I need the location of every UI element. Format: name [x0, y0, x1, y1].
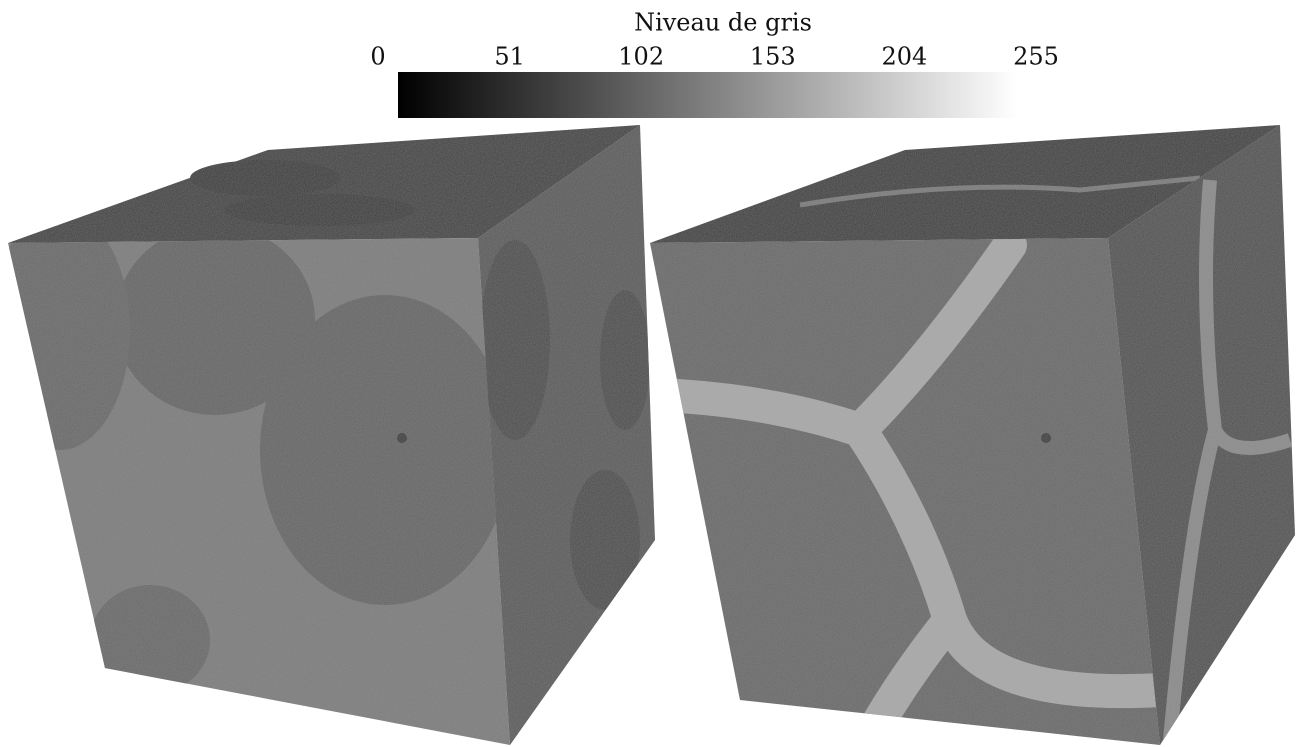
- tick-label: 153: [750, 43, 796, 71]
- tick-label: 255: [1013, 43, 1059, 71]
- tick-label: 0: [370, 43, 385, 71]
- colorbar: [398, 72, 1017, 118]
- tick-label: 102: [618, 43, 664, 71]
- colorbar-title: Niveau de gris: [634, 9, 812, 37]
- tick-label: 51: [494, 43, 525, 71]
- colorbar-ticks: 0 51 102 153 204 255: [370, 43, 1059, 71]
- figure: Niveau de gris 0 51 102 153 204 255: [0, 0, 1304, 747]
- tick-label: 204: [881, 43, 927, 71]
- cube-right: [640, 120, 1300, 747]
- cube-left: [0, 120, 670, 747]
